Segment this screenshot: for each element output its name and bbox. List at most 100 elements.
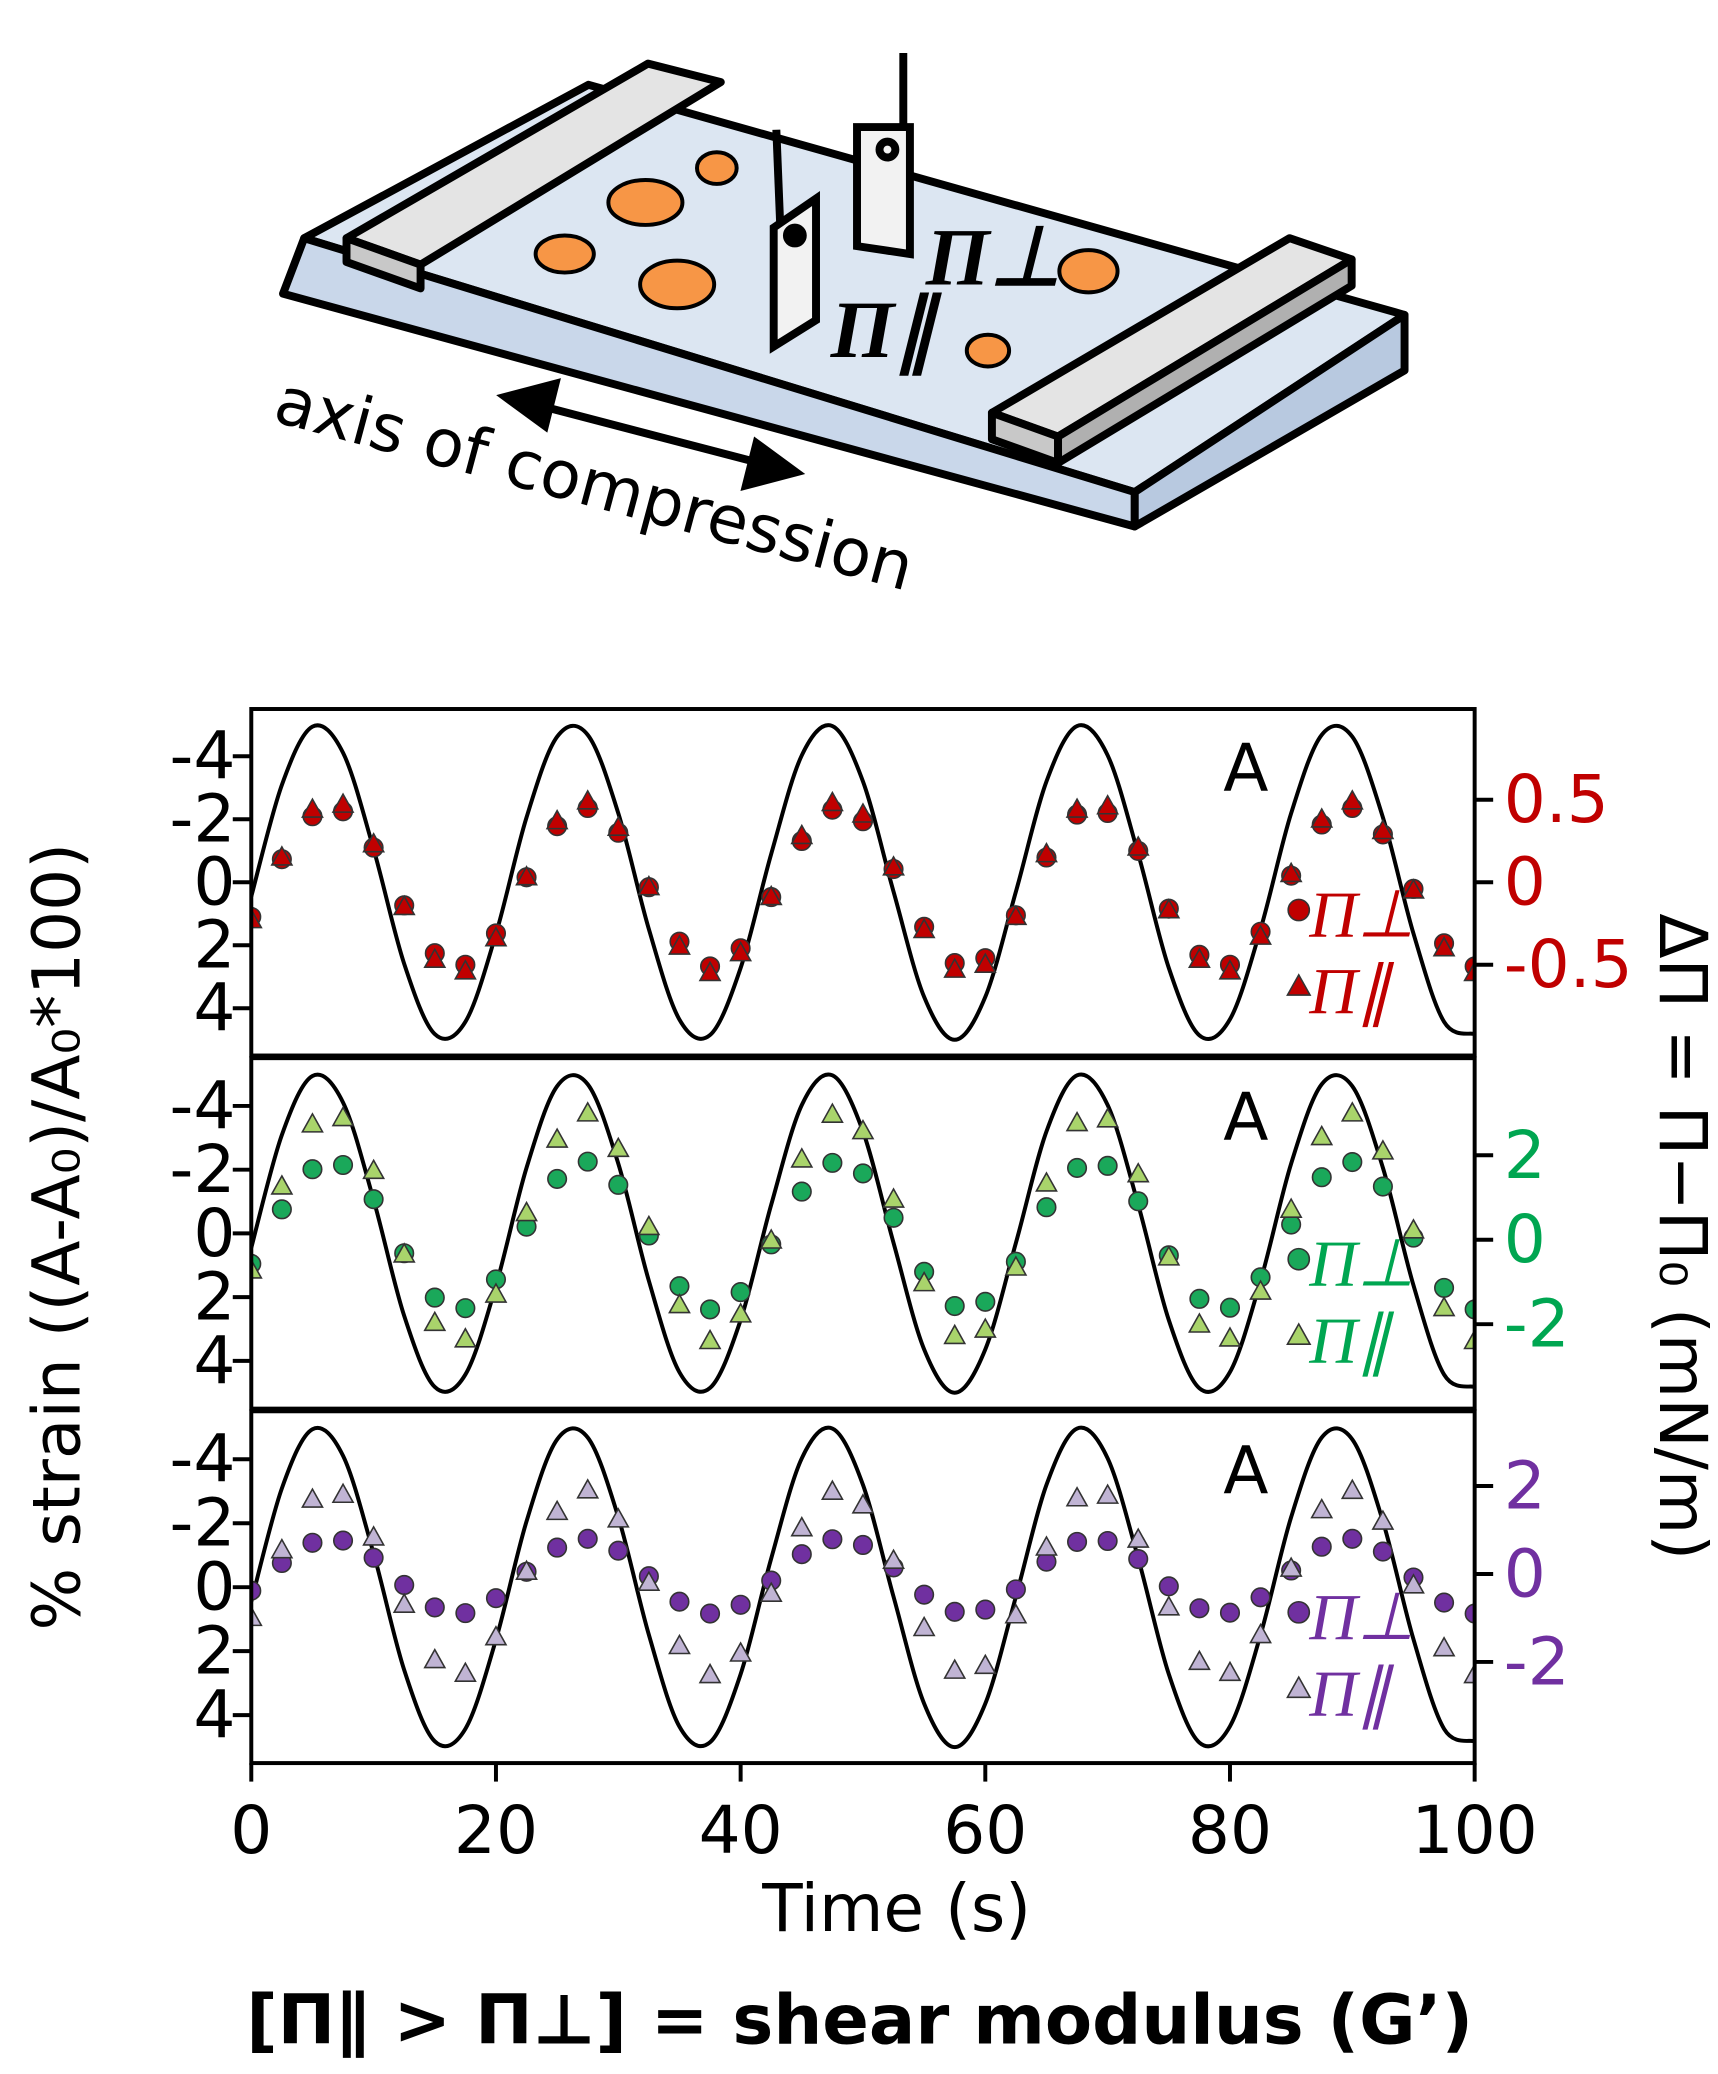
point [882,1187,905,1208]
point [251,908,263,929]
point [1432,1295,1456,1317]
legend-marker [1286,973,1312,996]
point [790,1147,814,1168]
point [270,1174,294,1195]
point [1249,1622,1272,1644]
y-axis-title: % strain ((A-A₀)/A₀*100) [18,843,95,1630]
particle [638,258,717,311]
particle [606,178,685,227]
point [1402,878,1425,899]
legend-marker [1287,1600,1311,1624]
point [1187,1312,1211,1333]
legend-marker [1287,1247,1311,1271]
caption: [Π∥ > Π⊥] = shear modulus (G’) [246,1980,1473,2060]
point [820,1479,844,1500]
point [363,1189,384,1210]
point [423,1310,447,1332]
axes-frame [249,707,1477,1058]
x-tick-label: 40 [699,1792,783,1869]
point [1096,794,1120,815]
point [1279,861,1303,883]
point [698,1662,722,1684]
point [791,1544,812,1565]
point [1097,1155,1118,1176]
par-label: Π∥ [830,284,943,376]
point [730,1282,751,1303]
point [668,1633,691,1655]
point [759,1581,783,1602]
panel-label: A [1223,730,1268,807]
point [251,1605,263,1627]
point [1250,1587,1271,1608]
plates [769,53,914,354]
point [1342,1151,1363,1173]
point [484,1625,508,1646]
point [1189,1288,1210,1309]
point [1157,1245,1181,1266]
point [1371,818,1395,840]
point [1279,1556,1303,1577]
point [791,1181,812,1202]
point [251,1258,263,1279]
point [1036,1197,1057,1218]
point [302,1532,323,1553]
hook [875,137,900,162]
point [363,1547,384,1568]
point [577,1528,598,1549]
point [1126,1527,1150,1548]
point [1463,1662,1475,1684]
point [882,1548,905,1569]
point [362,832,386,853]
point [362,1525,386,1546]
particle [964,332,1012,369]
point [545,809,569,830]
point [251,1580,262,1601]
point [852,1163,874,1184]
point [975,1291,996,1312]
point [1035,842,1058,863]
point [301,1487,324,1508]
point [453,959,477,980]
particle [1057,248,1120,295]
point [270,845,294,866]
perp-label: Π⊥ [925,211,1061,302]
point [669,1276,690,1297]
point [637,1214,661,1236]
point [698,1328,722,1350]
point [851,1493,875,1514]
point [331,1105,355,1127]
point [944,1295,965,1317]
y-tick-label: 4 [193,1677,235,1754]
y2-tick-label: 0.5 [1504,761,1609,838]
point [271,1199,292,1220]
point [394,1574,415,1596]
point [1249,924,1272,945]
point [515,865,538,886]
point [1126,1162,1150,1183]
plate-parallel [769,190,820,354]
point [1310,1124,1334,1146]
point [1097,1530,1118,1552]
point [943,957,967,978]
point [392,1592,416,1613]
x-tick-label: 100 [1412,1792,1538,1869]
point [944,1601,965,1622]
point [1310,807,1334,828]
point [606,1136,630,1158]
x-tick-label: 80 [1188,1792,1272,1869]
point [943,1323,967,1345]
plot-area [251,1425,1475,1750]
point [576,1478,600,1499]
point [1005,1579,1026,1600]
point [699,1603,721,1624]
point [914,1584,935,1605]
point [973,1317,997,1338]
point [1065,1486,1089,1507]
point [455,1603,476,1624]
point [1218,959,1242,980]
point [576,789,600,810]
point [270,1538,294,1559]
y2-axis-title: ΔΠ = Π−Π₀ (mN/m) [1644,913,1718,1560]
